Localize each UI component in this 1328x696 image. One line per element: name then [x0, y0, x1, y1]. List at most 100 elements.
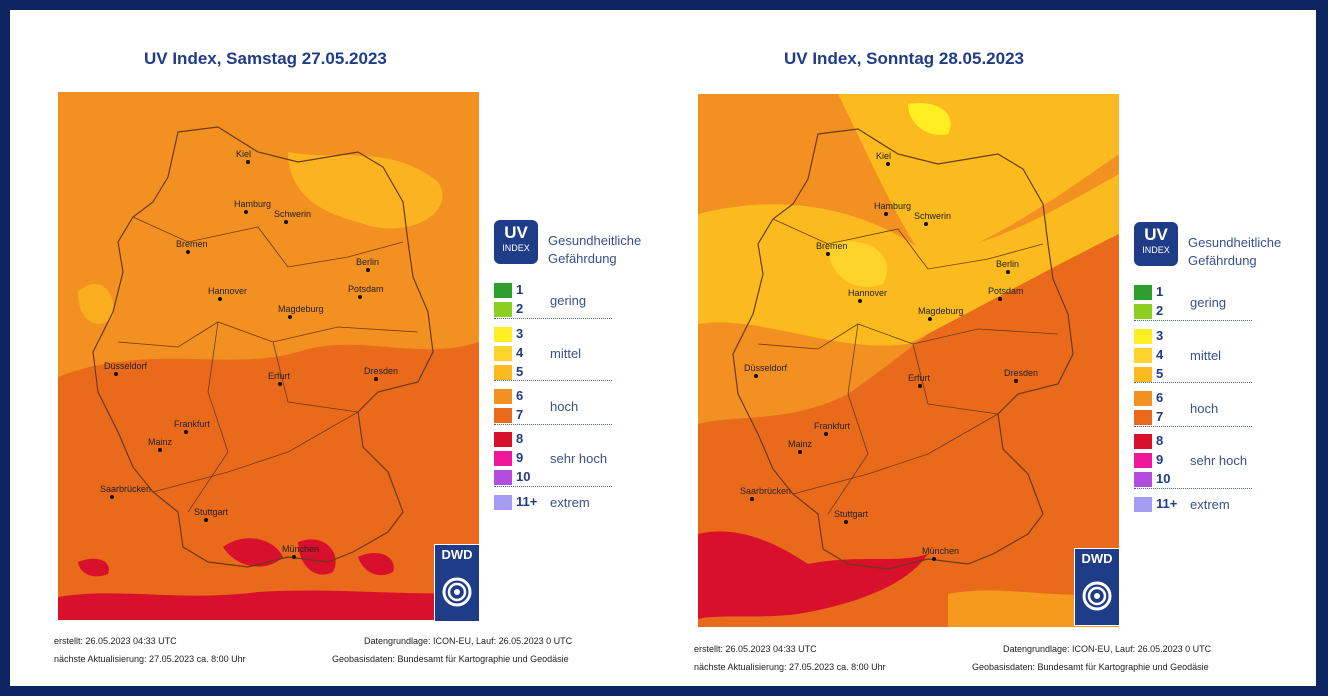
legend-category: mittel: [550, 346, 582, 361]
legend-category: sehr hoch: [550, 451, 608, 466]
city-dot: [886, 162, 890, 166]
legend-level-number: 4: [516, 345, 524, 360]
city-label: Berlin: [356, 257, 379, 267]
city-dot: [918, 384, 922, 388]
uv-index-badge: UV INDEX: [494, 220, 538, 264]
dwd-logo: DWD: [1074, 548, 1120, 626]
legend-divider: [1134, 426, 1252, 427]
city-label: Berlin: [996, 259, 1019, 269]
city-label: Saarbrücken: [100, 484, 151, 494]
dwd-logo: DWD: [434, 544, 480, 622]
city-label: Hamburg: [874, 201, 911, 211]
legend-swatch: [1134, 391, 1152, 406]
map-title: UV Index, Samstag 27.05.2023: [144, 49, 387, 68]
uv-map: Kiel Hamburg Schwerin Bremen Berlin Potsdam Ha…: [58, 92, 479, 620]
legend-heading: Gesundheitliche Gefährdung: [548, 233, 642, 266]
legend-swatch: [494, 408, 512, 423]
legend-swatch: [494, 283, 512, 298]
city-label: Schwerin: [274, 209, 311, 219]
city-dot: [114, 372, 118, 376]
legend-swatch: [1134, 472, 1152, 487]
legend-category: hoch: [1190, 400, 1219, 416]
legend-level-number: 11+: [1156, 496, 1178, 511]
city-dot: [278, 382, 282, 386]
legend-level-number: 8: [1156, 433, 1164, 448]
legend-swatch: [1134, 497, 1152, 512]
city-dot: [928, 317, 932, 321]
legend-divider: [494, 424, 612, 425]
legend-level-number: 7: [1156, 409, 1164, 424]
city-label: Mainz: [788, 439, 813, 449]
footer-geo-basis: Geobasisdaten: Bundesamt für Kartographi…: [332, 654, 569, 664]
city-dot: [288, 315, 292, 319]
city-dot: [186, 250, 190, 254]
uv-index-badge: UV INDEX: [1134, 222, 1178, 266]
legend-level-number: 6: [516, 388, 524, 403]
legend-divider: [1134, 320, 1252, 321]
city-dot: [884, 212, 888, 216]
legend-level-number: 6: [1156, 390, 1164, 405]
city-label: Düsseldorf: [104, 361, 148, 371]
legend-category: extrem: [550, 495, 590, 510]
legend-category: extrem: [1190, 497, 1230, 512]
city-label: München: [282, 544, 319, 554]
legend-swatch: [1134, 453, 1152, 468]
city-dot: [110, 495, 114, 499]
city-label: Schwerin: [914, 211, 951, 221]
legend-level-number: 11+: [516, 494, 538, 509]
city-dot: [754, 374, 758, 378]
legend-level-number: 1: [1156, 284, 1164, 299]
legend-level-number: 5: [1156, 366, 1164, 381]
legend-level-number: 2: [1156, 303, 1164, 318]
city-label: Frankfurt: [814, 421, 851, 431]
legend-heading: Gesundheitliche Gefährdung: [1188, 235, 1282, 268]
city-dot: [244, 210, 248, 214]
city-label: Kiel: [236, 149, 251, 159]
city-label: Stuttgart: [834, 509, 869, 519]
city-dot: [844, 520, 848, 524]
city-dot: [292, 555, 296, 559]
legend-category: sehr hoch: [1190, 453, 1248, 468]
panel-sunday: UV Index, Sonntag 28.05.2023 Kiel Hamburg…: [662, 12, 1312, 684]
city-label: Magdeburg: [278, 304, 324, 314]
city-label: Hannover: [208, 286, 247, 296]
legend-swatch: [494, 495, 512, 510]
city-label: Dresden: [1004, 368, 1038, 378]
legend-category: mittel: [1190, 348, 1222, 363]
legend-divider: [1134, 382, 1252, 383]
legend-level-number: 7: [516, 407, 524, 422]
city-dot: [184, 430, 188, 434]
legend-swatch: [494, 365, 512, 380]
map-title: UV Index, Sonntag 28.05.2023: [784, 49, 1024, 68]
city-dot: [824, 432, 828, 436]
panel-saturday: UV Index, Samstag 27.05.2023 Kiel Hamburg…: [12, 12, 662, 684]
legend-category: gering: [1190, 294, 1227, 310]
city-label: Dresden: [364, 366, 398, 376]
legend-level-number: 10: [1156, 471, 1171, 486]
city-dot: [374, 377, 378, 381]
legend-level-number: 4: [1156, 347, 1164, 362]
city-dot: [858, 299, 862, 303]
legend-swatch: [494, 432, 512, 447]
city-label: Potsdam: [348, 284, 384, 294]
city-label: Erfurt: [908, 373, 931, 383]
city-label: Hannover: [848, 288, 887, 298]
city-dot: [750, 497, 754, 501]
city-dot: [826, 252, 830, 256]
legend-level-number: 5: [516, 364, 524, 379]
legend-level-number: 8: [516, 431, 524, 446]
legend-swatch: [494, 302, 512, 317]
footer-created: erstellt: 26.05.2023 04:33 UTC: [694, 644, 817, 654]
footer-data-basis: Datengrundlage: ICON-EU, Lauf: 26.05.202…: [364, 636, 573, 646]
legend-swatch: [494, 389, 512, 404]
city-label: Saarbrücken: [740, 486, 791, 496]
city-label: Bremen: [816, 241, 848, 251]
legend-swatch: [1134, 348, 1152, 363]
legend-category: gering: [550, 292, 587, 308]
city-label: Düsseldorf: [744, 363, 788, 373]
legend-divider: [494, 486, 612, 487]
city-label: Kiel: [876, 151, 891, 161]
city-label: München: [922, 546, 959, 556]
legend-level-number: 10: [516, 469, 531, 484]
city-dot: [1014, 379, 1018, 383]
